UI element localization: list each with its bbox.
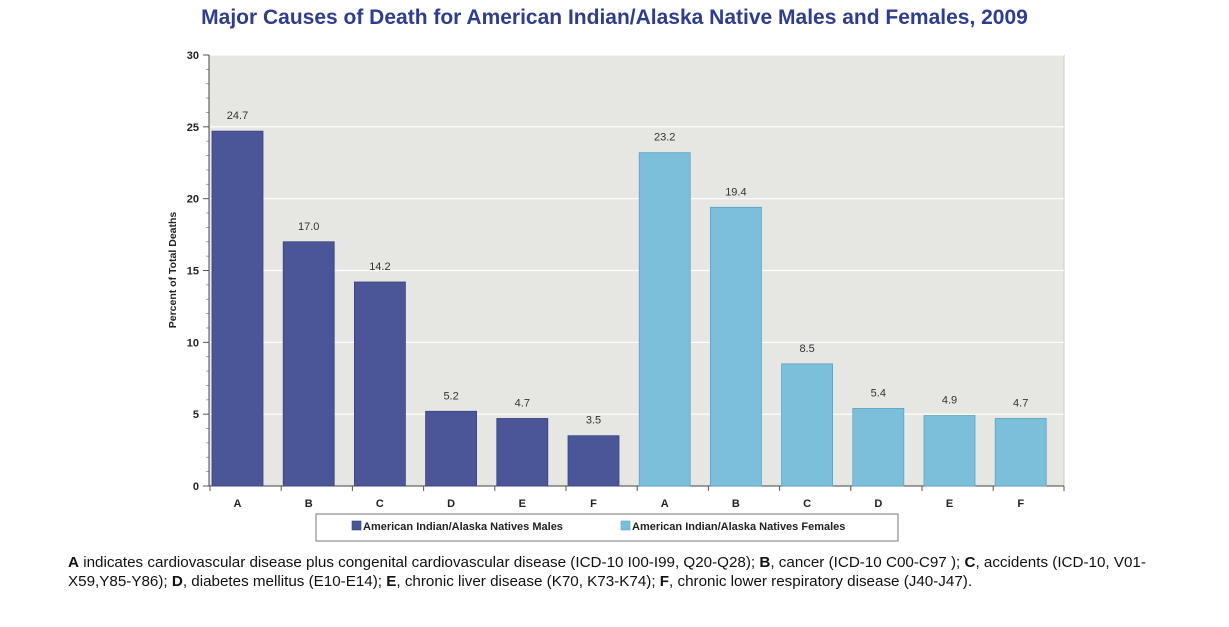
bar [567,435,620,487]
footnote-text: , chronic lower respiratory disease (J40… [669,572,973,590]
data-label: 5.4 [871,387,886,399]
data-label: 3.5 [586,415,601,427]
x-tick-label: F [590,498,597,510]
bar-chart: 0 5 10 15 20 25 30 Percent of Total Deaths 24.7 A… [167,50,1065,542]
bar [710,206,762,487]
x-tick-label: D [447,498,455,510]
bar [496,418,549,487]
bar [923,415,976,487]
legend-swatch [351,520,362,531]
y-tick-label: 30 [187,50,199,62]
data-label: 14.2 [369,261,390,273]
y-tick-label: 20 [187,194,199,206]
bar [994,418,1047,487]
data-label: 4.7 [515,397,530,409]
y-tick-label: 5 [193,409,199,421]
legend-swatch [620,520,631,531]
x-tick-label: F [1017,498,1024,510]
data-label: 23.2 [654,132,675,144]
data-label: 4.9 [942,395,957,407]
footnote-key: B [759,554,771,571]
x-tick-label: B [732,498,740,510]
x-tick-label: C [803,498,811,510]
footnote-key: D [171,572,183,590]
x-tick-label: E [946,498,953,510]
x-tick-label: A [661,498,669,510]
data-label: 19.4 [725,186,746,198]
bar [282,241,335,487]
footnote-text: indicates cardiovascular disease plus co… [78,554,760,571]
y-axis-label: Percent of Total Deaths [167,212,179,329]
data-label: 24.7 [227,110,248,122]
y-tick-label: 10 [187,337,199,349]
bar [353,281,406,487]
footnote-text: , diabetes mellitus (E10-E14); [182,572,387,590]
footnote-text: , accidents (ICD-10, V01-X59,Y85-Y86); [68,554,1146,590]
footnote-key: F [659,572,670,590]
data-label: 4.7 [1013,397,1028,409]
footnote-text: , cancer (ICD-10 C00-C97 ); [770,554,965,571]
footnote-key: C [964,554,976,571]
x-tick-label: D [874,498,882,510]
legend-box [315,513,899,542]
data-label: 8.5 [799,343,814,355]
footnote-text: , chronic liver disease (K70, K73-K74); [396,572,660,590]
bar [852,408,905,487]
footnote-key: E [386,572,397,590]
y-tick-label: 25 [187,122,199,134]
footnote: A indicates cardiovascular disease plus … [68,554,1188,591]
x-tick-label: C [376,498,384,510]
x-tick-label: A [234,498,242,510]
legend-label: American Indian/Alaska Natives Males [363,521,563,533]
y-tick-label: 0 [193,481,199,493]
footnote-key: A [68,554,79,571]
data-label: 5.2 [443,390,458,402]
x-tick-label: E [519,498,526,510]
legend-label: American Indian/Alaska Natives Females [632,521,845,533]
bar [781,363,833,487]
data-label: 17.0 [298,221,319,233]
bar [425,410,478,487]
y-tick-label: 15 [187,266,199,278]
bar [211,130,264,487]
chart-title: Major Causes of Death for American India… [201,6,1028,29]
x-tick-label: B [305,498,313,510]
bar [638,152,691,487]
